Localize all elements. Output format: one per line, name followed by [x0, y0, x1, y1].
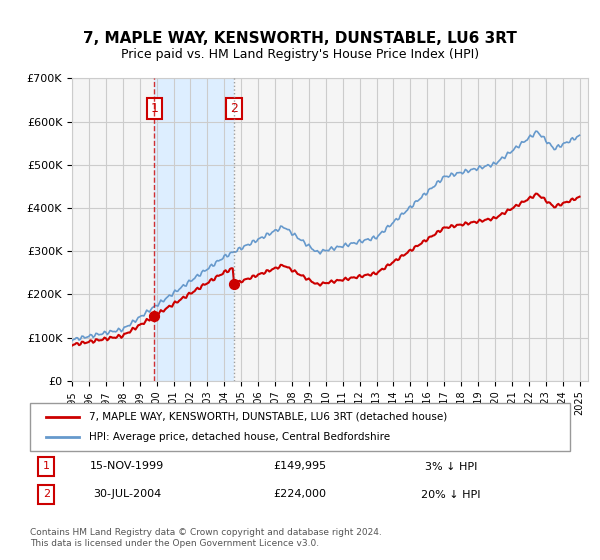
Text: 2: 2 — [230, 102, 238, 115]
Text: 1: 1 — [43, 461, 50, 472]
Text: 3% ↓ HPI: 3% ↓ HPI — [425, 461, 478, 472]
Point — [229, 279, 239, 288]
Text: 20% ↓ HPI: 20% ↓ HPI — [421, 489, 481, 500]
Text: 7, MAPLE WAY, KENSWORTH, DUNSTABLE, LU6 3RT: 7, MAPLE WAY, KENSWORTH, DUNSTABLE, LU6 … — [83, 31, 517, 46]
Text: HPI: Average price, detached house, Central Bedfordshire: HPI: Average price, detached house, Cent… — [89, 432, 391, 442]
Text: 7, MAPLE WAY, KENSWORTH, DUNSTABLE, LU6 3RT (detached house): 7, MAPLE WAY, KENSWORTH, DUNSTABLE, LU6 … — [89, 412, 448, 422]
Text: 2: 2 — [43, 489, 50, 500]
Text: £149,995: £149,995 — [274, 461, 326, 472]
Text: 1: 1 — [151, 102, 158, 115]
Text: This data is licensed under the Open Government Licence v3.0.: This data is licensed under the Open Gov… — [30, 539, 319, 548]
Text: Price paid vs. HM Land Registry's House Price Index (HPI): Price paid vs. HM Land Registry's House … — [121, 48, 479, 60]
FancyBboxPatch shape — [30, 403, 570, 451]
Text: Contains HM Land Registry data © Crown copyright and database right 2024.: Contains HM Land Registry data © Crown c… — [30, 528, 382, 536]
Point — [149, 311, 159, 320]
Text: 15-NOV-1999: 15-NOV-1999 — [90, 461, 164, 472]
Text: 30-JUL-2004: 30-JUL-2004 — [93, 489, 161, 500]
Text: £224,000: £224,000 — [274, 489, 326, 500]
Bar — [154, 78, 234, 381]
